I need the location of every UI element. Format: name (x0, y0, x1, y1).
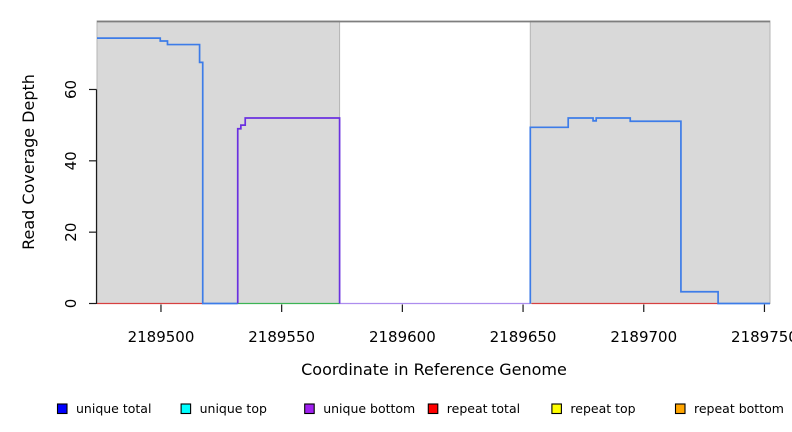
legend-swatch-unique-total (56, 403, 68, 415)
x-tick-label: 2189550 (248, 328, 315, 346)
x-tick-label: 2189500 (128, 328, 195, 346)
legend-swatch-repeat-bottom (674, 403, 686, 415)
legend-label-unique-top: unique top (200, 401, 267, 416)
unique-bottom-block-line (236, 117, 341, 304)
legend-swatch-unique-top (180, 403, 192, 415)
x-tick-label: 2189650 (490, 328, 557, 346)
legend-swatch-unique-bottom (304, 403, 315, 415)
legend-swatch-repeat-total (427, 403, 439, 415)
legend-label-repeat-total: repeat total (447, 401, 520, 416)
legend-label-repeat-bottom: repeat bottom (694, 401, 784, 416)
y-axis-title: Read Coverage Depth (19, 74, 38, 250)
legend-label-repeat-top: repeat top (570, 401, 635, 416)
y-tick-label: 20 (62, 223, 80, 242)
x-axis-title: Coordinate in Reference Genome (301, 360, 567, 379)
y-tick-label: 60 (62, 80, 80, 99)
x-tick-label: 2189600 (369, 328, 436, 346)
series-layer (97, 37, 770, 305)
x-tick-label: 2189750 (731, 328, 792, 346)
axes-layer: 0 20 40 60 2189500 2189550 2189600 2189650 21897… (62, 80, 792, 346)
y-tick-label: 0 (62, 299, 80, 309)
unique-total-right-line (529, 117, 770, 305)
legend-label-unique-bottom: unique bottom (323, 401, 415, 416)
y-tick-label: 40 (62, 151, 80, 170)
legend-label-unique-total: unique total (76, 401, 151, 416)
x-tick-label: 2189700 (610, 328, 677, 346)
legend: unique total unique top unique bottom repea… (56, 401, 784, 416)
repeat-region-right (529, 20, 771, 304)
repeat-regions-layer (96, 20, 771, 304)
unique-total-left-line (97, 37, 238, 305)
legend-swatch-repeat-top (551, 403, 562, 415)
repeat-region-left (96, 20, 341, 304)
